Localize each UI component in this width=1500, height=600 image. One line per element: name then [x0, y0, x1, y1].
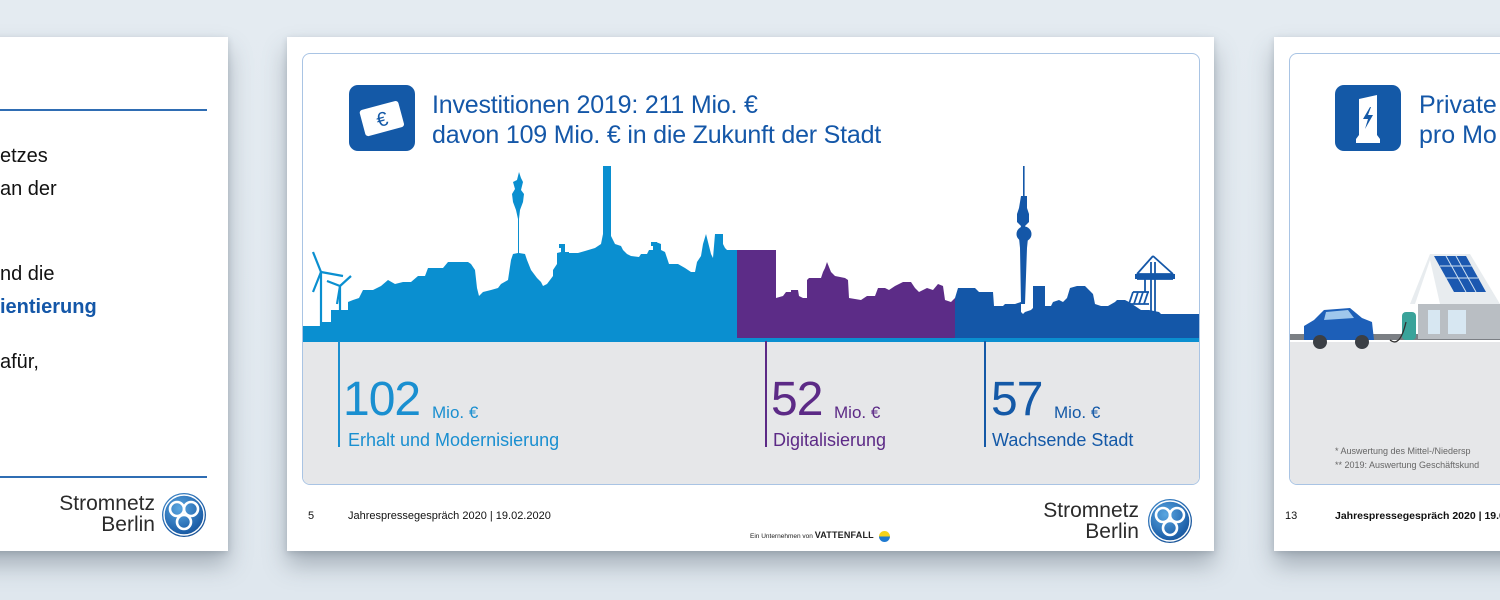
- stat-divider: [984, 341, 986, 447]
- slide-thumbnail-next[interactable]: Private pro Mo * Auswertu: [1274, 37, 1500, 551]
- content-panel: Private pro Mo * Auswertu: [1289, 53, 1500, 485]
- house-car-charging-illustration: [1290, 254, 1500, 349]
- page-number: 13: [1285, 510, 1298, 522]
- slide-title-line-2: davon 109 Mio. € in die Zukunft der Stad…: [432, 121, 882, 149]
- logo-line-1: Stromnetz: [59, 492, 155, 515]
- stat-unit-growing-city: Mio. €: [1054, 403, 1101, 422]
- ground-area: [1290, 342, 1500, 484]
- body-text-line: afür,: [0, 351, 39, 373]
- stats-band: [303, 341, 1199, 484]
- stromnetz-logo-icon: [162, 493, 206, 537]
- skyline-segment-maintenance: [303, 166, 737, 342]
- skyline-segment-growing-city: [955, 166, 1199, 342]
- footer-event-text: Jahrespressegespräch 2020 | 19.02: [1335, 510, 1500, 522]
- slide-thumbnail-previous[interactable]: etzes an der nd die ientierung afür, Str…: [0, 37, 228, 551]
- stat-value-maintenance: 102: [343, 373, 421, 426]
- stat-label-digitalisation: Digitalisierung: [773, 430, 887, 450]
- stromnetz-logo-icon: [1148, 499, 1192, 543]
- stat-label-growing-city: Wachsende Stadt: [992, 430, 1134, 450]
- body-text-line: an der: [0, 178, 57, 200]
- charging-station-icon: [1335, 85, 1401, 151]
- footnote-2: ** 2019: Auswertung Geschäftskund: [1335, 460, 1480, 470]
- stat-divider: [765, 341, 767, 447]
- vattenfall-brand: VATTENFALL: [814, 530, 874, 540]
- slide-title-line-1: Investitionen 2019: 211 Mio. €: [432, 91, 758, 119]
- stat-divider: [338, 341, 340, 447]
- stat-value-growing-city: 57: [991, 373, 1043, 426]
- page-number: 5: [308, 510, 315, 522]
- title-divider: [0, 109, 207, 111]
- stat-unit-digitalisation: Mio. €: [834, 403, 881, 422]
- body-text-line: nd die: [0, 263, 55, 285]
- logo-line-1: Stromnetz: [1043, 499, 1139, 522]
- company-logo-text: Stromnetz Berlin: [1039, 500, 1139, 542]
- body-text-highlight: ientierung: [0, 296, 97, 318]
- body-text-line: etzes: [0, 145, 48, 167]
- company-logo-text: Stromnetz Berlin: [55, 493, 155, 535]
- berlin-skyline-illustration: [303, 166, 1199, 342]
- footer-event-text: Jahrespressegespräch 2020 | 19.02.2020: [348, 510, 551, 522]
- parent-prefix: Ein Unternehmen von: [750, 533, 813, 540]
- stat-label-maintenance: Erhalt und Modernisierung: [348, 430, 560, 450]
- stat-unit-maintenance: Mio. €: [432, 403, 479, 422]
- content-panel: € Investitionen 2019: 211 Mio. € davon 1…: [302, 53, 1200, 485]
- svg-text:€: €: [374, 108, 390, 132]
- footnote-1: * Auswertung des Mittel-/Niedersp: [1335, 446, 1471, 456]
- vattenfall-logo-icon: [878, 530, 890, 542]
- footer-divider: [0, 476, 207, 478]
- slide-thumbnail-current[interactable]: € Investitionen 2019: 211 Mio. € davon 1…: [287, 37, 1214, 551]
- logo-line-2: Berlin: [1085, 520, 1139, 543]
- slide-title-line-2: pro Mo: [1419, 121, 1497, 149]
- stat-value-digitalisation: 52: [771, 373, 823, 426]
- slide-title-line-1: Private: [1419, 91, 1497, 119]
- skyline-segment-digitalisation: [737, 250, 955, 342]
- logo-line-2: Berlin: [101, 513, 155, 536]
- euro-banknote-icon: €: [349, 85, 415, 151]
- parent-company-label: Ein Unternehmen von VATTENFALL: [750, 530, 890, 542]
